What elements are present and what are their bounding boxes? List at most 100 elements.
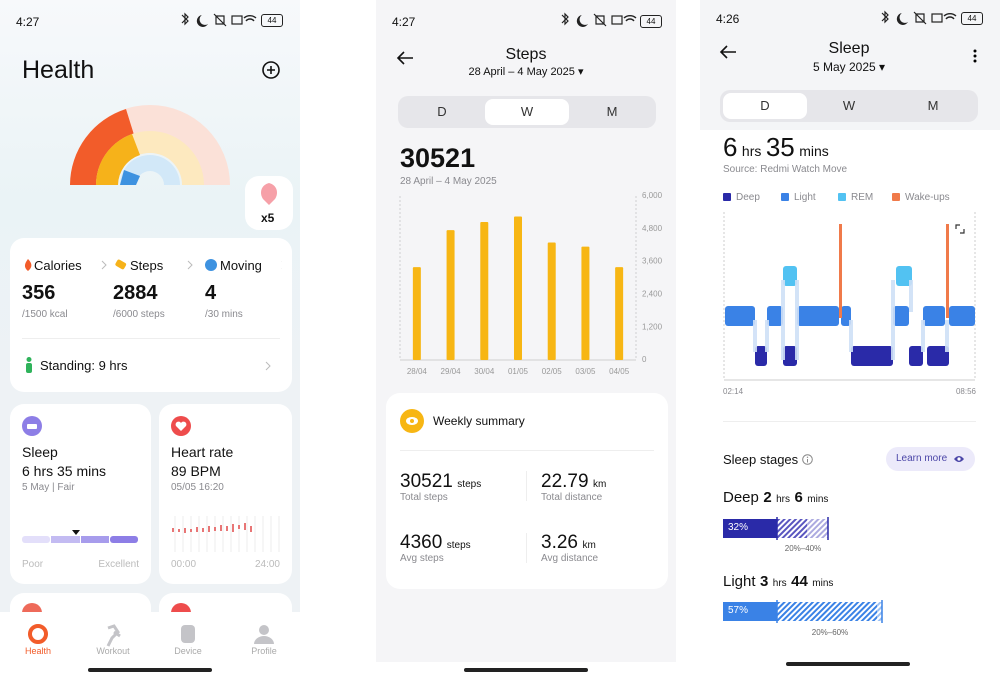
learn-more-button[interactable]: Learn more: [886, 447, 975, 471]
divider: [22, 338, 280, 339]
y-tick-label: 6,000: [642, 191, 663, 200]
card-title: Sleep: [22, 444, 58, 460]
back-button[interactable]: [396, 51, 414, 65]
summary-value: 3.26: [541, 532, 578, 553]
stage-hours-unit: hrs: [772, 578, 787, 589]
stages-title: Sleep stages: [723, 452, 799, 467]
streak-card[interactable]: x5: [245, 176, 293, 230]
y-tick-label: 2,400: [642, 290, 663, 299]
x-tick-label: 01/05: [508, 367, 529, 376]
nav-label[interactable]: Workout: [96, 646, 130, 656]
legend-label: Light: [794, 192, 816, 203]
bottom-nav: Health Workout Device Profile: [0, 612, 300, 679]
metric-value: 2884: [113, 282, 158, 304]
status-time: 4:27: [16, 15, 40, 29]
metric-goal: /6000 steps: [113, 309, 165, 320]
add-button[interactable]: [261, 60, 281, 80]
legend-swatch: [723, 193, 731, 201]
summary-label: Total distance: [541, 492, 603, 503]
summary-unit: km: [582, 540, 596, 551]
tab[interactable]: M: [606, 104, 618, 119]
metric-label: Calories: [34, 258, 82, 273]
standing-value: 9: [98, 358, 106, 373]
summary-label: Total steps: [400, 492, 448, 503]
summary-icon: [400, 409, 424, 433]
summary-unit: km: [593, 479, 607, 490]
stage-name: Light: [723, 573, 756, 590]
heart-card[interactable]: Heart rate 89 BPM 05/05 16:20 00:00 24:0…: [159, 404, 292, 584]
status-time: 4:26: [716, 12, 740, 26]
summary-value: 4360: [400, 532, 443, 553]
date-range-text: 28 April – 4 May 2025: [468, 66, 575, 78]
tab[interactable]: D: [723, 93, 807, 119]
screen-title: Sleep: [828, 40, 870, 57]
stage-hours: 2: [763, 489, 772, 506]
hypnogram: [723, 212, 976, 381]
sleep-card[interactable]: Sleep 6 hrs 35 mins 5 May | Fair Poor Ex…: [10, 404, 151, 584]
home-indicator: [786, 662, 910, 666]
metric-label: Steps: [130, 258, 164, 273]
divider: [400, 450, 654, 451]
divider: [723, 421, 976, 422]
x-tick-label: 04/05: [609, 367, 630, 376]
card-time: 05/05 16:20: [171, 482, 224, 493]
streak-icon: [261, 183, 277, 205]
heart-icon: [171, 416, 191, 436]
stage-minutes-unit: mins: [807, 494, 829, 505]
nav-label[interactable]: Health: [24, 646, 52, 656]
page-title: Health: [22, 56, 95, 84]
bar: [514, 216, 522, 360]
activity-card[interactable]: Calories Steps Moving 356 2884 4 /1500 k…: [10, 238, 292, 392]
period-tabs: D W M: [398, 96, 656, 128]
bar: [446, 230, 455, 360]
sleep-duration: 6 hrs 35 mins: [723, 134, 829, 160]
summary-label: Avg distance: [541, 553, 599, 564]
home-indicator: [88, 668, 212, 672]
summary-unit: steps: [457, 479, 482, 490]
duration-minutes: 35: [765, 132, 795, 162]
stage-minutes: 44: [791, 573, 808, 590]
date-picker[interactable]: 5 May 2025 ▾: [812, 60, 886, 74]
tab[interactable]: W: [485, 99, 569, 125]
nav-label[interactable]: Profile: [251, 646, 277, 656]
metric-value: 356: [22, 282, 56, 304]
legend-label: REM: [851, 192, 874, 203]
legend-label: Deep: [736, 192, 760, 203]
summary-item: 30521 steps: [400, 472, 481, 491]
more-button[interactable]: [973, 49, 977, 63]
stage-minutes: 6: [794, 489, 803, 506]
bar: [581, 246, 590, 360]
divider: [526, 533, 527, 563]
x-tick-label: 29/04: [441, 367, 462, 376]
summary-label: Avg steps: [400, 553, 444, 564]
axis-end: 24:00: [254, 559, 280, 570]
legend-swatch: [781, 193, 789, 201]
axis-start: 00:00: [171, 559, 197, 570]
stage-share: 32%: [728, 522, 749, 533]
axis-end: 08:56: [955, 387, 976, 396]
status-icons: [561, 12, 637, 27]
standing-icon: [26, 357, 32, 373]
tab[interactable]: M: [927, 98, 939, 113]
summary-value: 30521: [400, 471, 453, 492]
date-range[interactable]: 28 April – 4 May 2025 ▾: [468, 66, 584, 78]
summary-item: 3.26 km: [541, 533, 596, 552]
screen-title: Steps: [505, 46, 547, 63]
x-tick-label: 03/05: [575, 367, 596, 376]
legend-swatch: [892, 193, 900, 201]
tab[interactable]: D: [437, 104, 447, 119]
x-tick-label: 02/05: [542, 367, 563, 376]
eye-icon: [954, 456, 964, 462]
back-button[interactable]: [719, 45, 737, 59]
battery: 44: [261, 14, 283, 27]
duration-hours-unit: hrs: [741, 143, 762, 159]
nav-label[interactable]: Device: [174, 646, 202, 656]
status-icons: [181, 12, 257, 27]
x-tick-label: 28/04: [407, 367, 428, 376]
y-tick-label: 3,600: [642, 257, 663, 266]
total-range: 28 April – 4 May 2025: [400, 176, 497, 187]
tab[interactable]: W: [842, 98, 856, 113]
info-icon[interactable]: [802, 454, 813, 465]
stage-duration: Deep 2 hrs 6 mins: [723, 490, 828, 506]
